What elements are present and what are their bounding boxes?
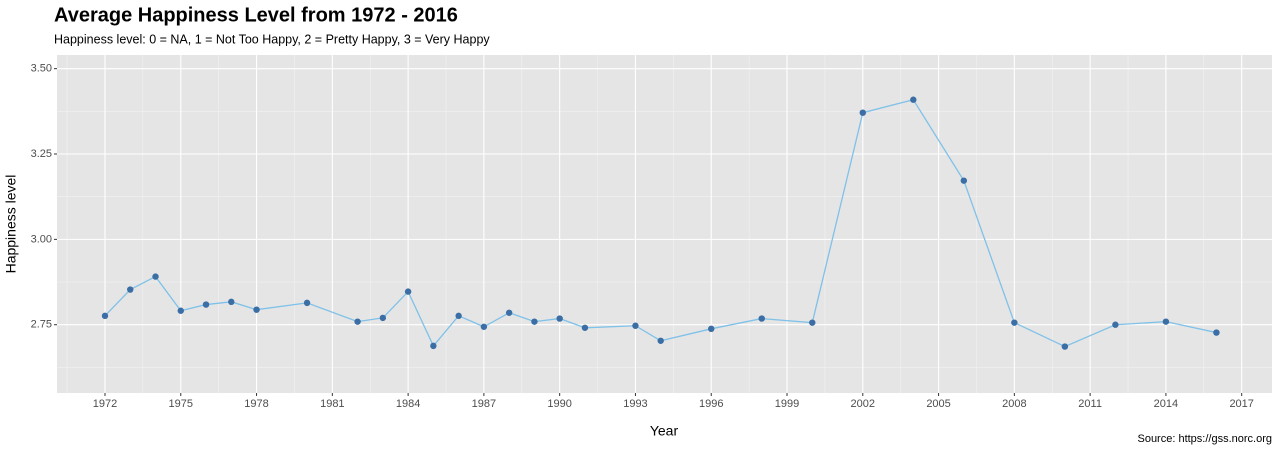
x-tick-label: 1972	[93, 398, 117, 410]
x-tick-label: 1999	[775, 398, 799, 410]
x-tick-label: 1987	[472, 398, 496, 410]
data-point	[531, 318, 538, 325]
data-point	[708, 325, 715, 333]
data-point	[354, 318, 361, 325]
data-point	[1213, 329, 1220, 336]
data-point	[430, 342, 437, 350]
data-point	[1011, 319, 1018, 326]
x-tick-label: 1990	[547, 398, 571, 410]
caption: Source: https://gss.norc.org	[1137, 433, 1272, 445]
data-point	[910, 96, 917, 103]
y-tick-label: 3.00	[31, 233, 52, 245]
data-point	[127, 286, 134, 293]
y-tick-label: 2.75	[31, 319, 52, 331]
data-point	[581, 324, 589, 331]
x-tick-label: 2005	[926, 398, 950, 410]
chart-subtitle: Happiness level: 0 = NA, 1 = Not Too Hap…	[54, 32, 490, 46]
data-point	[657, 337, 664, 344]
data-point	[480, 323, 488, 330]
y-tick-label: 3.50	[31, 63, 52, 75]
x-tick-label: 1996	[699, 398, 723, 410]
chart-title: Average Happiness Level from 1972 - 2016	[54, 4, 458, 26]
data-point	[379, 314, 387, 322]
x-tick-label: 2002	[851, 398, 875, 410]
x-tick-label: 2014	[1154, 398, 1178, 410]
data-point	[632, 322, 639, 329]
data-point	[960, 177, 968, 184]
x-tick-label: 1978	[244, 398, 268, 410]
y-axis-label: Happiness level	[3, 175, 19, 274]
data-point	[859, 109, 866, 116]
x-axis-label: Year	[650, 423, 679, 439]
data-point	[152, 273, 159, 280]
data-point	[253, 306, 260, 313]
data-point	[228, 298, 235, 306]
data-point	[404, 288, 412, 295]
y-tick-label: 3.25	[31, 148, 52, 160]
x-tick-label: 1981	[320, 398, 344, 410]
data-point	[1162, 318, 1170, 325]
data-point	[303, 299, 311, 307]
data-point	[758, 315, 765, 322]
x-tick-label: 1984	[396, 398, 420, 410]
x-tick-label: 2008	[1002, 398, 1026, 410]
x-tick-label: 1993	[623, 398, 647, 410]
data-point	[809, 319, 816, 326]
data-point	[202, 301, 210, 308]
data-point	[455, 312, 462, 320]
x-tick-label: 2011	[1078, 398, 1102, 410]
data-point	[1112, 321, 1119, 328]
x-tick-label: 2017	[1229, 398, 1253, 410]
x-tick-label: 1975	[169, 398, 193, 410]
data-point	[1061, 343, 1069, 350]
data-point	[177, 307, 184, 314]
data-point	[505, 309, 513, 316]
data-point	[556, 315, 563, 322]
data-point	[101, 312, 109, 320]
